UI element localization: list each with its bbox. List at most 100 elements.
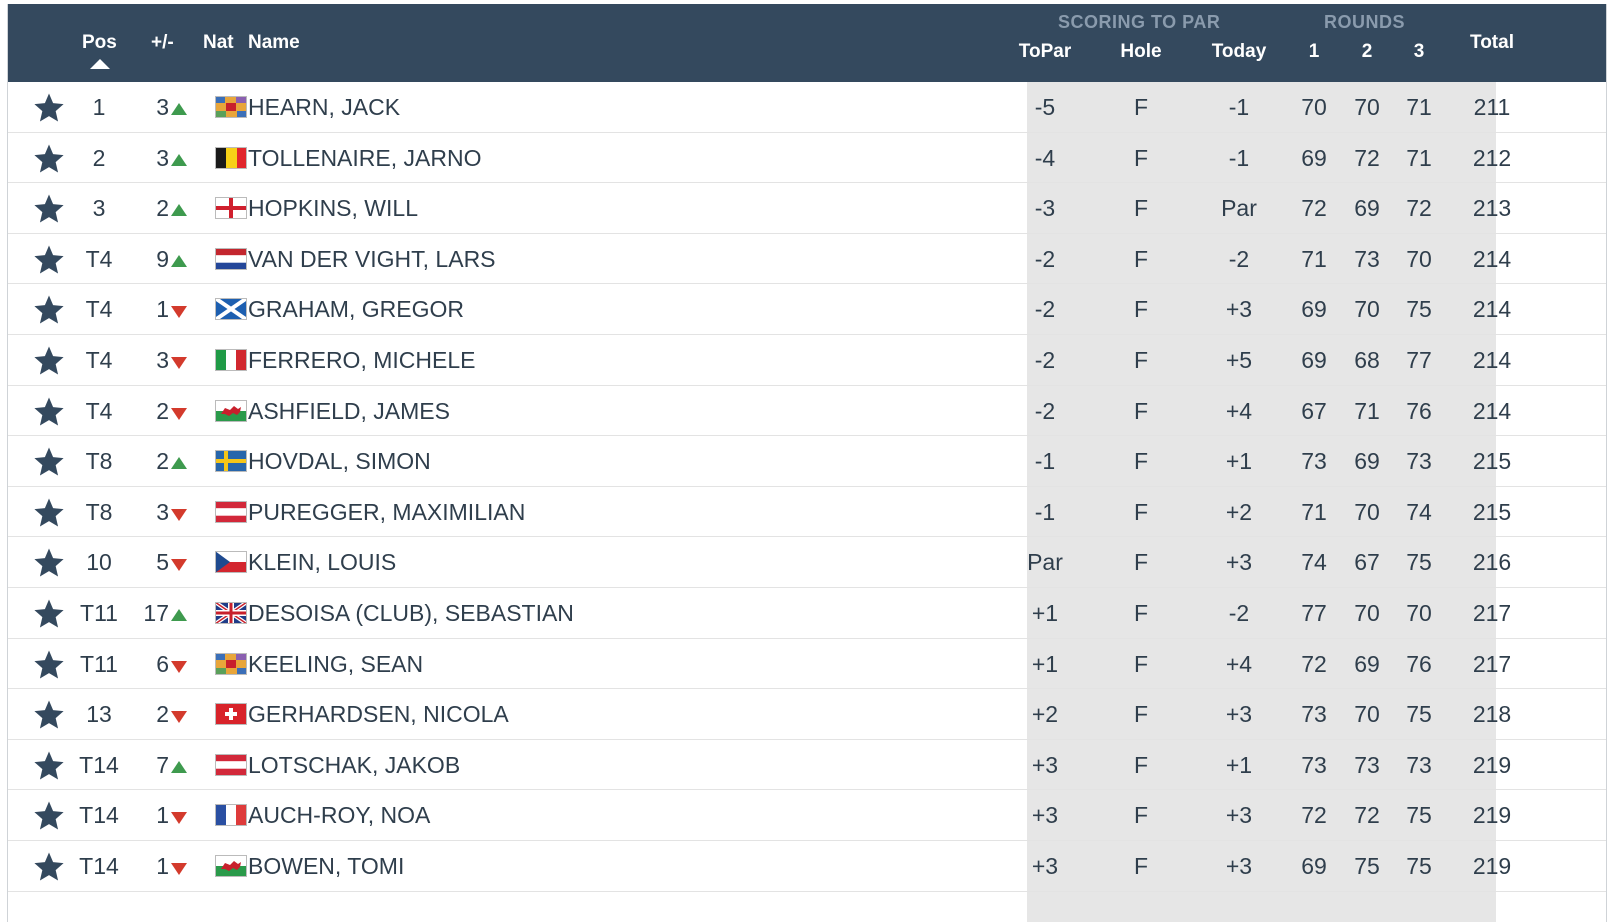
arrow-up-icon [171, 609, 187, 621]
favorite-star-icon[interactable] [32, 546, 66, 580]
favorite-star-icon[interactable] [32, 192, 66, 226]
table-row[interactable]: T4 2 ASHFIELD, JAMES -2 F +4 67 71 76 214 [8, 386, 1606, 437]
row-hole: F [1133, 94, 1149, 120]
player-name[interactable]: GRAHAM, GREGOR [248, 296, 464, 323]
row-today: -2 [1228, 245, 1250, 272]
sort-ascending-icon[interactable] [90, 59, 110, 69]
row-today: +1 [1225, 448, 1253, 475]
row-position: T4 [85, 245, 113, 272]
header-pos[interactable]: Pos [82, 32, 117, 53]
player-name[interactable]: VAN DER VIGHT, LARS [248, 245, 496, 272]
player-name[interactable]: GERHARDSEN, NICOLA [248, 701, 509, 728]
table-row[interactable]: T14 1 BOWEN, TOMI +3 F +3 69 75 75 219 [8, 841, 1606, 892]
table-row[interactable]: 3 2 HOPKINS, WILL -3 F Par 72 69 72 213 [8, 183, 1606, 234]
favorite-star-icon[interactable] [32, 749, 66, 783]
table-row[interactable]: 10 5 KLEIN, LOUIS Par F +3 74 67 75 216 [8, 537, 1606, 588]
row-movement: 1 [156, 296, 169, 323]
header-nat: Nat [203, 32, 234, 53]
row-hole: F [1133, 144, 1149, 171]
favorite-star-icon[interactable] [32, 395, 66, 429]
table-row[interactable]: T8 2 HOVDAL, SIMON -1 F +1 73 69 73 215 [8, 436, 1606, 487]
header-name: Name [248, 32, 300, 53]
favorite-star-icon[interactable] [32, 142, 66, 176]
table-row[interactable]: 1 3 HEARN, JACK -5 F -1 70 70 71 211 [8, 82, 1606, 133]
row-hole: F [1133, 296, 1149, 323]
row-total: 214 [1472, 347, 1512, 373]
header-today: Today [1211, 41, 1267, 62]
arrow-up-icon [171, 153, 187, 166]
arrow-up-icon [171, 457, 187, 470]
country-flag-icon [215, 96, 247, 118]
row-round-2: 69 [1354, 448, 1380, 475]
table-row[interactable]: T14 1 AUCH-ROY, NOA +3 F +3 72 72 75 219 [8, 790, 1606, 841]
player-name[interactable]: PUREGGER, MAXIMILIAN [248, 498, 526, 525]
row-topar: +2 [1031, 701, 1059, 728]
row-round-3: 70 [1406, 600, 1432, 626]
favorite-star-icon[interactable] [32, 799, 66, 833]
row-movement: 17 [143, 600, 169, 626]
table-row[interactable]: T4 3 FERRERO, MICHELE -2 F +5 69 68 77 214 [8, 335, 1606, 386]
table-row[interactable]: T11 17 DESOISA (CLUB), SEBASTIAN +1 F -2 77 70 7… [8, 588, 1606, 639]
arrow-down-icon [171, 306, 187, 319]
table-row[interactable]: 13 2 GERHARDSEN, NICOLA +2 F +3 73 70 75 218 [8, 689, 1606, 740]
favorite-star-icon[interactable] [32, 293, 66, 327]
favorite-star-icon[interactable] [32, 91, 66, 125]
row-round-1: 72 [1301, 195, 1327, 222]
row-topar: +3 [1031, 802, 1059, 829]
player-name[interactable]: FERRERO, MICHELE [248, 347, 476, 373]
row-hole: F [1133, 397, 1149, 424]
table-row[interactable]: T4 9 VAN DER VIGHT, LARS -2 F -2 71 73 70 214 [8, 234, 1606, 285]
favorite-star-icon[interactable] [32, 344, 66, 378]
table-row[interactable]: T14 7 LOTSCHAK, JAKOB +3 F +1 73 73 73 219 [8, 740, 1606, 791]
favorite-star-icon[interactable] [32, 698, 66, 732]
player-name[interactable]: HEARN, JACK [248, 94, 401, 120]
favorite-star-icon[interactable] [32, 850, 66, 884]
table-row[interactable]: T4 1 GRAHAM, GREGOR -2 F +3 69 70 75 214 [8, 284, 1606, 335]
row-round-2: 70 [1354, 498, 1380, 525]
row-topar: -4 [1034, 144, 1056, 171]
arrow-down-icon [171, 407, 187, 420]
row-today: -1 [1228, 94, 1250, 120]
row-total: 214 [1472, 245, 1512, 272]
table-row[interactable]: T8 3 PUREGGER, MAXIMILIAN -1 F +2 71 70 74 215 [8, 487, 1606, 538]
row-total: 211 [1473, 94, 1511, 120]
player-name[interactable]: DESOISA (CLUB), SEBASTIAN [248, 600, 574, 626]
row-movement: 5 [156, 549, 169, 576]
favorite-star-icon[interactable] [32, 597, 66, 631]
row-position: T8 [85, 498, 113, 525]
row-total: 212 [1472, 144, 1512, 171]
player-name[interactable]: HOPKINS, WILL [248, 195, 418, 222]
row-round-1: 71 [1301, 498, 1327, 525]
player-name[interactable]: KLEIN, LOUIS [248, 549, 397, 576]
row-position: 13 [86, 701, 112, 728]
country-flag-icon [215, 551, 247, 574]
row-round-1: 74 [1301, 549, 1327, 576]
row-round-3: 71 [1406, 144, 1432, 171]
favorite-star-icon[interactable] [32, 648, 66, 682]
row-movement: 7 [156, 751, 169, 778]
leaderboard: Pos +/- Nat Name SCORING TO PAR ROUNDS T… [7, 4, 1607, 922]
row-position: T4 [85, 347, 113, 373]
player-name[interactable]: AUCH-ROY, NOA [248, 802, 431, 829]
country-flag-icon [215, 703, 247, 726]
favorite-star-icon[interactable] [32, 496, 66, 530]
favorite-star-icon[interactable] [32, 243, 66, 277]
player-name[interactable]: BOWEN, TOMI [248, 853, 405, 879]
player-name[interactable]: HOVDAL, SIMON [248, 448, 431, 475]
player-name[interactable]: TOLLENAIRE, JARNO [248, 144, 482, 171]
table-row[interactable]: T11 6 KEELING, SEAN +1 F +4 72 69 76 217 [8, 639, 1606, 690]
header-round-2: 2 [1361, 41, 1373, 62]
row-topar: +3 [1031, 751, 1059, 778]
row-position: T8 [85, 448, 113, 475]
country-flag-icon [215, 450, 247, 473]
row-round-3: 75 [1406, 802, 1432, 829]
favorite-star-icon[interactable] [32, 445, 66, 479]
arrow-up-icon [171, 254, 187, 267]
player-name[interactable]: LOTSCHAK, JAKOB [248, 751, 461, 778]
row-position: T4 [85, 296, 113, 323]
row-round-2: 69 [1354, 650, 1380, 677]
player-name[interactable]: KEELING, SEAN [248, 650, 424, 677]
row-today: +3 [1225, 853, 1253, 879]
player-name[interactable]: ASHFIELD, JAMES [248, 397, 450, 424]
table-row[interactable]: 2 3 TOLLENAIRE, JARNO -4 F -1 69 72 71 212 [8, 133, 1606, 184]
